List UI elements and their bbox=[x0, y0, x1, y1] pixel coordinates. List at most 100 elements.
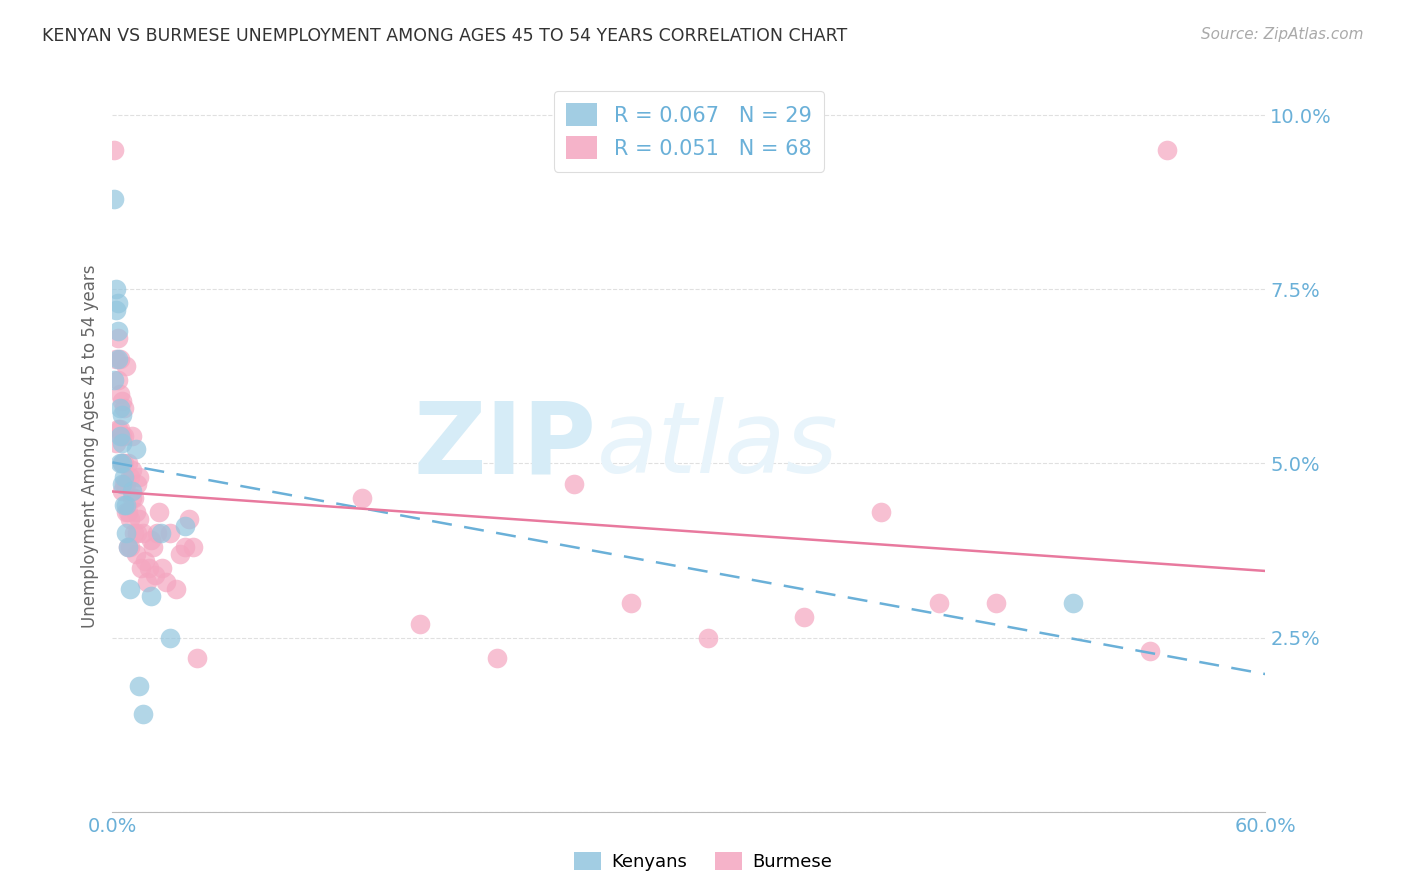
Point bbox=[112, 470, 135, 484]
Point bbox=[127, 526, 149, 541]
Point bbox=[107, 296, 129, 310]
Point bbox=[165, 582, 187, 596]
Point bbox=[697, 631, 720, 645]
Point bbox=[181, 540, 204, 554]
Point bbox=[117, 457, 139, 471]
Point bbox=[118, 582, 141, 596]
Point bbox=[174, 519, 197, 533]
Point bbox=[108, 421, 131, 435]
Point bbox=[121, 463, 143, 477]
Point bbox=[107, 421, 129, 435]
Legend: Kenyans, Burmese: Kenyans, Burmese bbox=[567, 845, 839, 879]
Point bbox=[118, 470, 141, 484]
Point bbox=[121, 484, 143, 499]
Point bbox=[105, 435, 128, 450]
Point bbox=[793, 609, 815, 624]
Point bbox=[115, 498, 138, 512]
Point bbox=[108, 401, 131, 415]
Point bbox=[121, 428, 143, 442]
Point bbox=[108, 351, 131, 366]
Text: Source: ZipAtlas.com: Source: ZipAtlas.com bbox=[1201, 27, 1364, 42]
Legend: R = 0.067   N = 29, R = 0.051   N = 68: R = 0.067 N = 29, R = 0.051 N = 68 bbox=[554, 91, 824, 171]
Point bbox=[138, 561, 160, 575]
Point bbox=[127, 477, 149, 491]
Point bbox=[122, 491, 145, 506]
Point bbox=[117, 540, 139, 554]
Point bbox=[128, 470, 150, 484]
Point bbox=[117, 540, 139, 554]
Point bbox=[115, 477, 138, 491]
Point bbox=[139, 589, 162, 603]
Point bbox=[562, 477, 585, 491]
Point bbox=[118, 512, 141, 526]
Point bbox=[143, 567, 166, 582]
Point bbox=[124, 442, 146, 457]
Text: ZIP: ZIP bbox=[413, 398, 596, 494]
Point bbox=[928, 596, 950, 610]
Point bbox=[1062, 596, 1084, 610]
Point bbox=[103, 192, 125, 206]
Point bbox=[105, 282, 128, 296]
Point bbox=[132, 526, 155, 541]
Point bbox=[111, 408, 134, 422]
Point bbox=[105, 351, 128, 366]
Point bbox=[111, 457, 134, 471]
Point bbox=[1139, 644, 1161, 658]
Point bbox=[115, 526, 138, 541]
Text: atlas: atlas bbox=[596, 398, 838, 494]
Point bbox=[128, 512, 150, 526]
Point bbox=[1156, 143, 1178, 157]
Point bbox=[128, 679, 150, 693]
Point bbox=[105, 303, 128, 318]
Point bbox=[108, 428, 131, 442]
Point bbox=[112, 428, 135, 442]
Point bbox=[107, 331, 129, 345]
Point bbox=[169, 547, 191, 561]
Point bbox=[122, 526, 145, 541]
Point bbox=[352, 491, 374, 506]
Point bbox=[115, 505, 138, 519]
Point bbox=[179, 512, 201, 526]
Y-axis label: Unemployment Among Ages 45 to 54 years: Unemployment Among Ages 45 to 54 years bbox=[80, 264, 98, 628]
Point bbox=[111, 457, 134, 471]
Point bbox=[136, 574, 159, 589]
Point bbox=[148, 505, 170, 519]
Point bbox=[111, 393, 134, 408]
Point bbox=[111, 428, 134, 442]
Point bbox=[159, 631, 181, 645]
Point bbox=[107, 373, 129, 387]
Point bbox=[149, 526, 172, 541]
Point bbox=[108, 386, 131, 401]
Point bbox=[186, 651, 208, 665]
Point bbox=[986, 596, 1008, 610]
Point bbox=[107, 351, 129, 366]
Point bbox=[112, 477, 135, 491]
Point bbox=[155, 574, 177, 589]
Point bbox=[134, 554, 156, 568]
Point bbox=[118, 540, 141, 554]
Point bbox=[107, 324, 129, 338]
Point bbox=[111, 484, 134, 499]
Point bbox=[124, 547, 146, 561]
Point bbox=[112, 401, 135, 415]
Point bbox=[121, 491, 143, 506]
Point bbox=[124, 505, 146, 519]
Point bbox=[152, 561, 174, 575]
Point bbox=[159, 526, 181, 541]
Point bbox=[112, 498, 135, 512]
Point bbox=[142, 540, 165, 554]
Point bbox=[117, 505, 139, 519]
Point bbox=[111, 435, 134, 450]
Point bbox=[112, 457, 135, 471]
Point bbox=[103, 143, 125, 157]
Text: KENYAN VS BURMESE UNEMPLOYMENT AMONG AGES 45 TO 54 YEARS CORRELATION CHART: KENYAN VS BURMESE UNEMPLOYMENT AMONG AGE… bbox=[42, 27, 848, 45]
Point bbox=[129, 561, 153, 575]
Point bbox=[174, 540, 197, 554]
Point bbox=[108, 457, 131, 471]
Point bbox=[139, 533, 162, 547]
Point bbox=[870, 505, 893, 519]
Point bbox=[145, 526, 167, 541]
Point bbox=[115, 359, 138, 373]
Point bbox=[409, 616, 432, 631]
Point bbox=[485, 651, 508, 665]
